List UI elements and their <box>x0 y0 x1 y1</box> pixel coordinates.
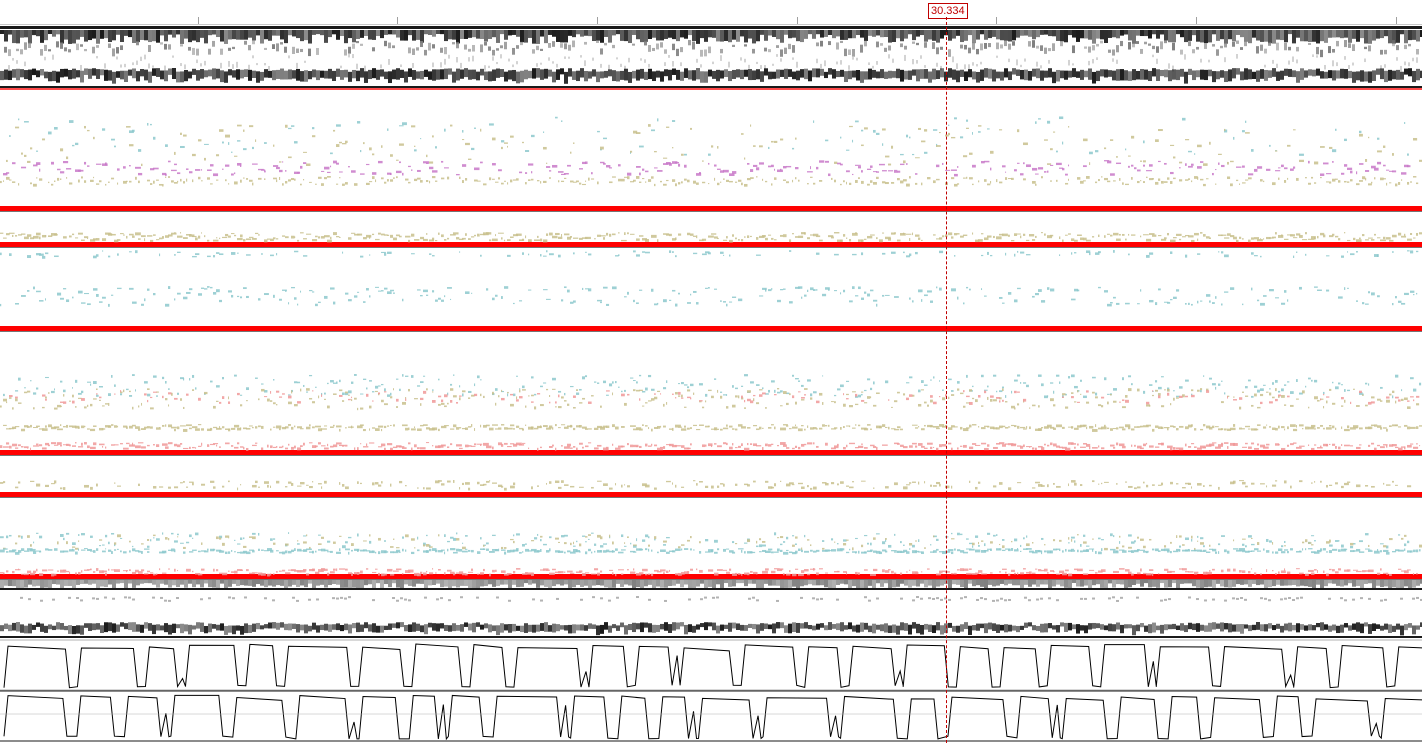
ruler-tick <box>1396 17 1397 24</box>
tracks-canvas <box>0 26 1422 742</box>
ruler-tick <box>1196 17 1197 24</box>
waveform-tracks <box>0 639 1422 742</box>
ruler-tick <box>597 17 598 24</box>
time-ruler[interactable]: 30.334 <box>0 0 1422 25</box>
ruler-tick <box>397 17 398 24</box>
spectrogram-bottom-track <box>0 580 1422 638</box>
spectrogram-top-track <box>0 26 1422 88</box>
scatter-bands <box>0 88 1422 580</box>
track-area[interactable] <box>0 24 1422 743</box>
ruler-tick <box>996 17 997 24</box>
ruler-tick <box>198 17 199 24</box>
ruler-tick <box>797 17 798 24</box>
cursor-time-label[interactable]: 30.334 <box>928 3 968 19</box>
